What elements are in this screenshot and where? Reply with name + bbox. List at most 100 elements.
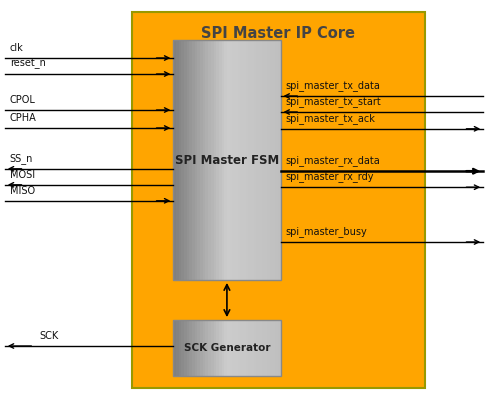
Bar bbox=[262, 40, 264, 280]
Bar bbox=[216, 40, 219, 280]
Bar bbox=[224, 320, 227, 376]
Bar bbox=[214, 40, 216, 280]
Bar bbox=[186, 320, 189, 376]
Bar bbox=[222, 40, 224, 280]
Bar bbox=[246, 40, 248, 280]
Bar bbox=[222, 320, 224, 376]
Bar bbox=[229, 320, 232, 376]
Bar bbox=[208, 320, 211, 376]
Bar bbox=[272, 40, 275, 280]
Text: MISO: MISO bbox=[10, 186, 35, 196]
Bar bbox=[264, 320, 267, 376]
Bar bbox=[275, 40, 278, 280]
Bar bbox=[238, 40, 241, 280]
Bar bbox=[246, 320, 248, 376]
Text: spi_master_rx_data: spi_master_rx_data bbox=[285, 156, 380, 166]
Bar bbox=[257, 320, 259, 376]
Bar bbox=[270, 40, 272, 280]
Bar bbox=[203, 320, 205, 376]
Bar bbox=[267, 320, 270, 376]
Text: SCK Generator: SCK Generator bbox=[183, 343, 270, 353]
Bar bbox=[251, 320, 254, 376]
Bar bbox=[251, 40, 254, 280]
Bar bbox=[205, 320, 208, 376]
Bar bbox=[211, 40, 214, 280]
Bar bbox=[192, 40, 195, 280]
Bar bbox=[173, 40, 281, 280]
Bar bbox=[270, 320, 272, 376]
Bar bbox=[248, 320, 251, 376]
Bar bbox=[176, 320, 179, 376]
Bar bbox=[179, 320, 182, 376]
Bar bbox=[235, 320, 238, 376]
Bar bbox=[243, 40, 245, 280]
Bar bbox=[219, 320, 222, 376]
Bar bbox=[254, 40, 257, 280]
Bar bbox=[229, 40, 232, 280]
Bar bbox=[238, 320, 241, 376]
Bar bbox=[176, 40, 179, 280]
Text: SCK: SCK bbox=[39, 331, 58, 341]
Bar bbox=[227, 40, 229, 280]
Bar bbox=[232, 40, 235, 280]
Text: spi_master_tx_data: spi_master_tx_data bbox=[285, 80, 380, 91]
Text: spi_master_busy: spi_master_busy bbox=[285, 226, 367, 237]
Bar bbox=[200, 40, 203, 280]
Text: SPI Master FSM: SPI Master FSM bbox=[175, 154, 279, 166]
Bar bbox=[189, 40, 192, 280]
Bar bbox=[267, 40, 270, 280]
Bar bbox=[184, 320, 186, 376]
Bar bbox=[192, 320, 195, 376]
Bar bbox=[248, 40, 251, 280]
Bar bbox=[132, 12, 425, 388]
Bar bbox=[184, 40, 186, 280]
Bar bbox=[224, 40, 227, 280]
Bar bbox=[211, 320, 214, 376]
Bar bbox=[275, 320, 278, 376]
Bar bbox=[173, 320, 281, 376]
Text: spi_master_rx_rdy: spi_master_rx_rdy bbox=[285, 172, 374, 182]
Bar bbox=[243, 320, 245, 376]
Bar bbox=[264, 40, 267, 280]
Text: SS_n: SS_n bbox=[10, 153, 33, 164]
Text: CPHA: CPHA bbox=[10, 113, 37, 123]
Bar bbox=[195, 320, 197, 376]
Bar bbox=[203, 40, 205, 280]
Bar bbox=[182, 320, 184, 376]
Bar bbox=[186, 40, 189, 280]
Bar bbox=[257, 40, 259, 280]
Bar bbox=[179, 40, 182, 280]
Bar bbox=[182, 40, 184, 280]
Text: CPOL: CPOL bbox=[10, 95, 36, 105]
Bar bbox=[189, 320, 192, 376]
Bar bbox=[272, 320, 275, 376]
Bar bbox=[278, 40, 281, 280]
Bar bbox=[232, 320, 235, 376]
Bar bbox=[173, 320, 176, 376]
Text: reset_n: reset_n bbox=[10, 59, 46, 69]
Bar bbox=[197, 320, 200, 376]
Text: MOSI: MOSI bbox=[10, 170, 35, 180]
Bar bbox=[235, 40, 238, 280]
Bar bbox=[195, 40, 197, 280]
Bar bbox=[262, 320, 264, 376]
Bar bbox=[173, 40, 176, 280]
Bar bbox=[219, 40, 222, 280]
Bar bbox=[259, 40, 262, 280]
Bar bbox=[216, 320, 219, 376]
Text: spi_master_tx_start: spi_master_tx_start bbox=[285, 96, 381, 107]
Text: clk: clk bbox=[10, 43, 23, 53]
Text: SPI Master IP Core: SPI Master IP Core bbox=[201, 26, 355, 41]
Bar bbox=[259, 320, 262, 376]
Bar bbox=[205, 40, 208, 280]
Bar bbox=[241, 320, 243, 376]
Bar bbox=[197, 40, 200, 280]
Bar bbox=[241, 40, 243, 280]
Bar bbox=[254, 320, 257, 376]
Text: spi_master_tx_ack: spi_master_tx_ack bbox=[285, 113, 375, 124]
Bar bbox=[208, 40, 211, 280]
Bar bbox=[214, 320, 216, 376]
Bar bbox=[227, 320, 229, 376]
Bar bbox=[278, 320, 281, 376]
Bar bbox=[200, 320, 203, 376]
